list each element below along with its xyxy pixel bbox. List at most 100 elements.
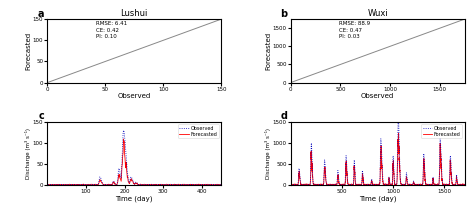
Point [290, 79, 297, 83]
Point [301, 77, 309, 81]
Point [45, 80, 53, 83]
Point [287, 81, 295, 84]
Point [329, 76, 337, 79]
Point [292, 79, 299, 82]
Point [45, 81, 52, 84]
Point [287, 81, 295, 84]
Y-axis label: Discharge (m³ s⁻¹): Discharge (m³ s⁻¹) [265, 128, 271, 179]
Point [49, 79, 57, 82]
Point [288, 80, 295, 84]
Point [288, 79, 296, 83]
Point [50, 78, 57, 81]
Point [288, 80, 295, 83]
Title: Lushui: Lushui [120, 9, 148, 18]
Point [307, 73, 315, 76]
Point [47, 78, 55, 82]
Y-axis label: Discharge (m³ s⁻¹): Discharge (m³ s⁻¹) [25, 128, 31, 179]
Point [298, 78, 305, 82]
Point [78, 72, 85, 75]
Text: b: b [280, 9, 287, 19]
Observed [369, 178, 374, 181]
Point [47, 79, 55, 82]
Point [46, 80, 53, 83]
X-axis label: Observed: Observed [118, 93, 151, 99]
Point [46, 80, 54, 83]
Point [47, 79, 55, 83]
Point [401, 52, 409, 55]
Point [45, 81, 53, 84]
Point [45, 81, 52, 84]
Point [45, 80, 53, 83]
Point [46, 79, 54, 82]
Point [288, 80, 295, 83]
Point [299, 80, 307, 83]
Point [288, 80, 296, 84]
Observed [74, 183, 80, 186]
Point [358, 55, 366, 58]
Point [351, 66, 359, 70]
Point [291, 79, 298, 82]
Point [290, 78, 297, 81]
Point [287, 80, 295, 83]
Point [288, 81, 296, 84]
Point [319, 75, 326, 78]
Point [304, 74, 312, 78]
Point [56, 77, 64, 81]
Point [289, 81, 297, 84]
Point [287, 81, 295, 84]
Point [46, 81, 54, 84]
Point [301, 77, 309, 80]
Point [288, 81, 296, 84]
Point [302, 78, 310, 81]
Point [292, 77, 300, 81]
Point [45, 80, 52, 84]
Point [303, 76, 311, 80]
Point [295, 74, 303, 78]
Legend: Observed, Forecasted: Observed, Forecasted [421, 124, 462, 138]
Point [50, 77, 58, 81]
Point [335, 63, 342, 66]
Point [45, 80, 52, 84]
Point [48, 79, 55, 82]
Point [46, 81, 54, 84]
Point [51, 78, 58, 82]
Point [288, 80, 295, 83]
Observed [386, 176, 392, 178]
Point [44, 81, 52, 84]
Forecasted [462, 183, 467, 186]
Point [55, 81, 63, 84]
Observed [395, 121, 401, 123]
Point [435, 40, 443, 44]
Point [45, 81, 53, 84]
Point [44, 81, 51, 84]
Point [47, 80, 55, 83]
Point [287, 80, 295, 83]
X-axis label: Time (day): Time (day) [359, 196, 396, 202]
Point [45, 81, 52, 84]
Point [295, 77, 303, 80]
Point [287, 80, 295, 83]
Point [44, 81, 52, 84]
Point [65, 78, 73, 81]
Point [46, 80, 53, 83]
Point [45, 80, 53, 84]
Point [345, 79, 352, 82]
Point [288, 78, 295, 82]
Point [45, 80, 52, 83]
Point [289, 81, 296, 84]
X-axis label: Time (day): Time (day) [116, 196, 153, 202]
Point [289, 81, 296, 84]
Point [292, 80, 299, 83]
Point [289, 80, 297, 84]
Point [443, 50, 451, 54]
Forecasted [121, 138, 127, 140]
Forecasted [317, 183, 323, 186]
Point [290, 80, 297, 83]
Point [334, 68, 341, 72]
Point [294, 79, 301, 82]
Point [47, 81, 55, 84]
Point [291, 79, 299, 82]
Point [288, 79, 296, 82]
Point [343, 78, 350, 81]
Point [46, 80, 54, 84]
